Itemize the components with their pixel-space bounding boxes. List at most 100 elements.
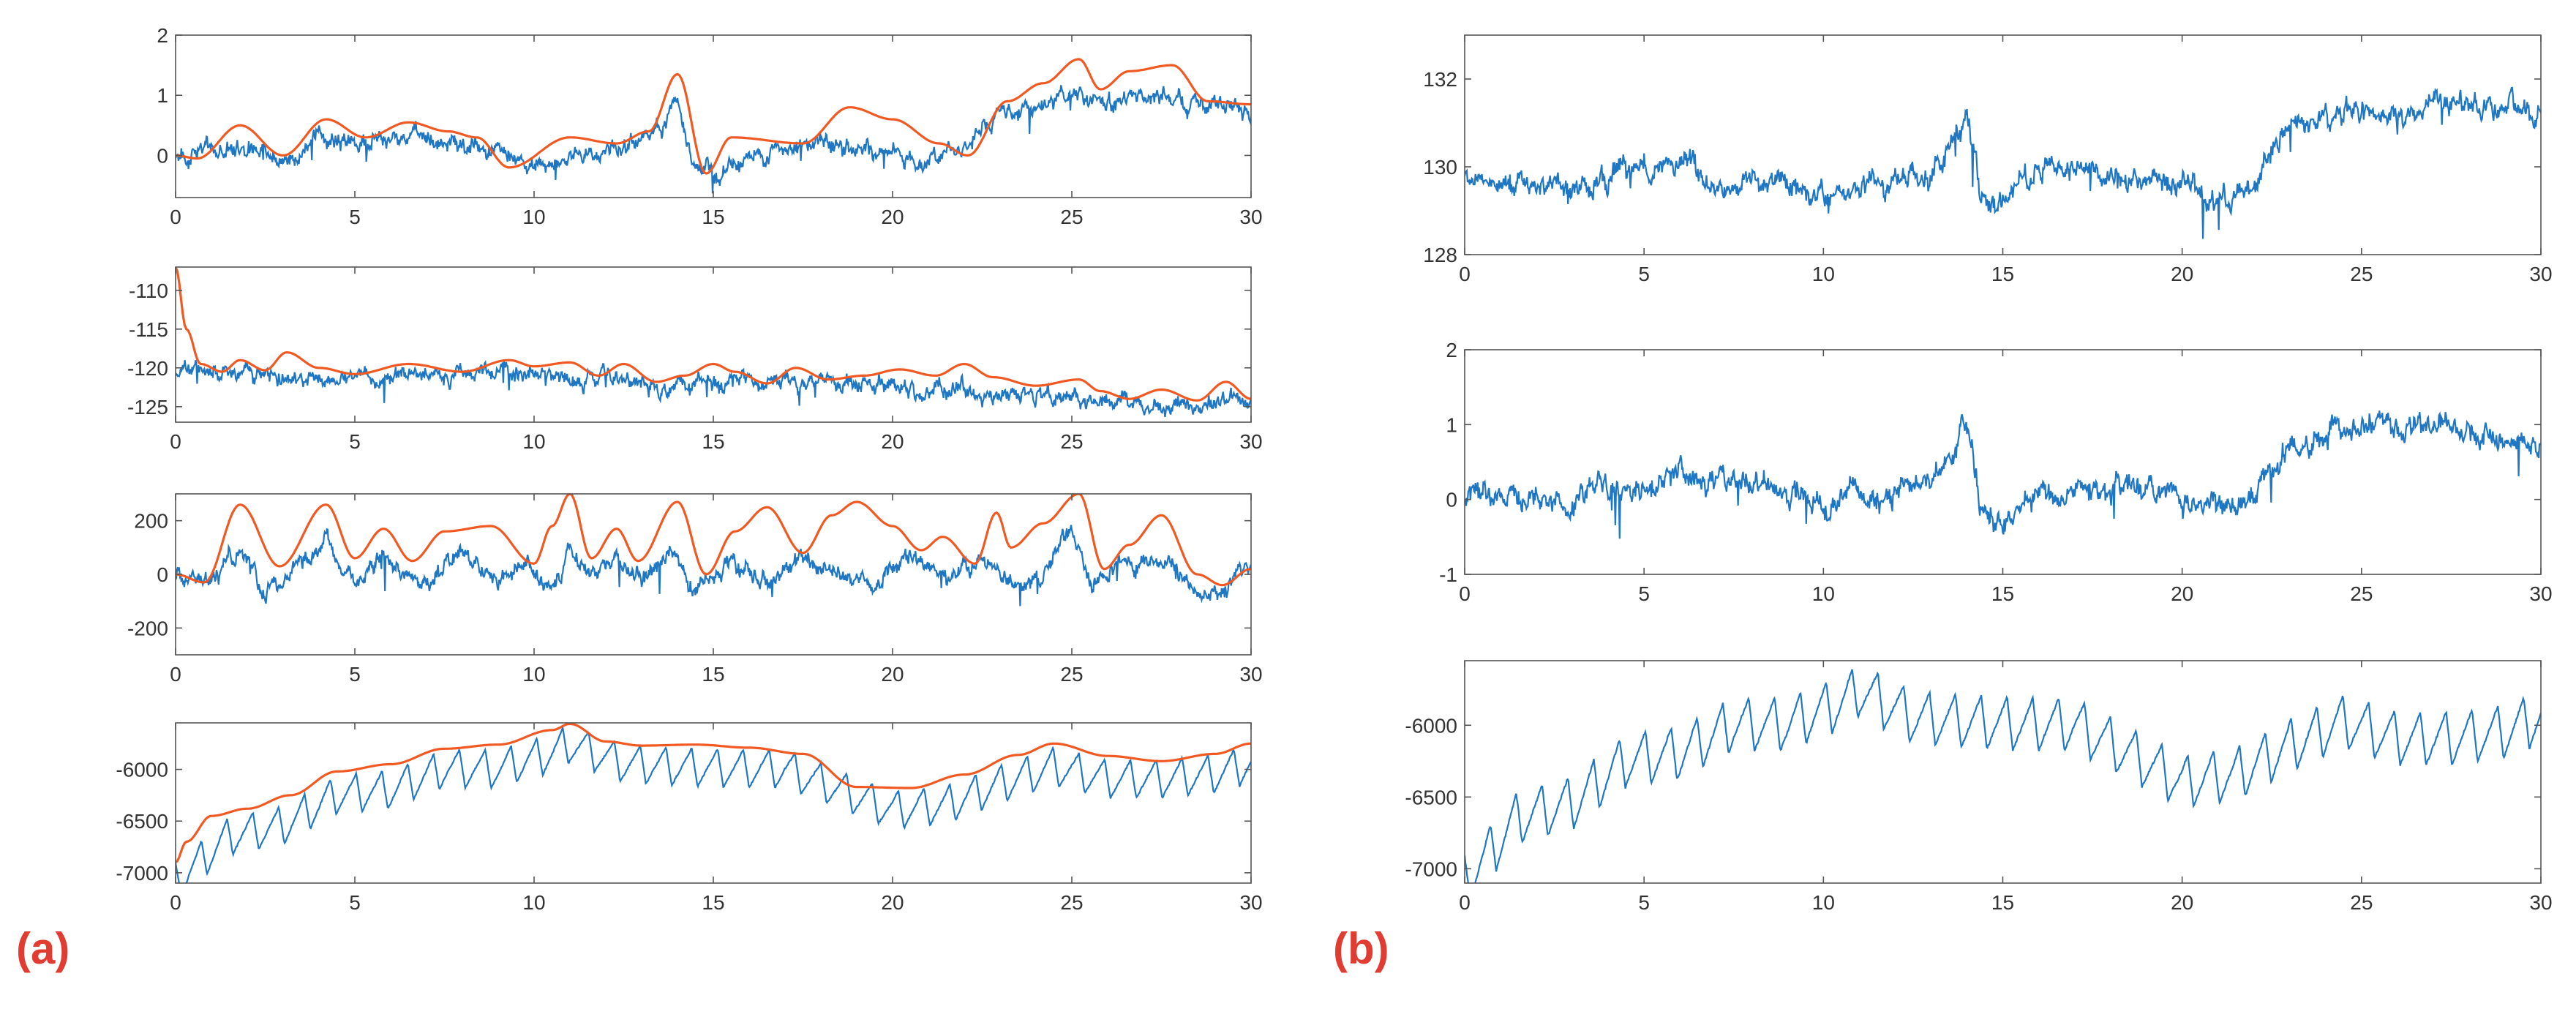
x-tick-label: 0 xyxy=(170,206,181,228)
x-tick-label: 0 xyxy=(170,663,181,686)
y-tick-label: -7000 xyxy=(1405,857,1457,880)
x-tick-label: 10 xyxy=(522,891,545,914)
series-a1-envelope xyxy=(176,58,1251,175)
plot-frame-a2 xyxy=(175,266,1252,423)
x-tick-label: 0 xyxy=(170,430,181,453)
x-tick-label: 20 xyxy=(2171,891,2193,914)
y-tick-label: 0 xyxy=(157,144,168,167)
x-tick-label: 5 xyxy=(349,891,361,914)
panel-label-b: (b) xyxy=(1333,924,1389,973)
x-tick-label: 25 xyxy=(2350,582,2373,605)
x-tick-label: 30 xyxy=(2529,582,2552,605)
x-tick-label: 5 xyxy=(349,206,361,228)
x-tick-label: 25 xyxy=(2350,891,2373,914)
plot-frame-a4 xyxy=(175,722,1252,884)
x-tick-label: 25 xyxy=(1060,663,1083,686)
x-tick-label: 15 xyxy=(1991,263,2014,285)
x-tick-label: 20 xyxy=(881,891,904,914)
x-tick-label: 5 xyxy=(1638,891,1650,914)
y-tick-label: 2 xyxy=(1446,339,1457,361)
x-tick-label: 30 xyxy=(2529,263,2552,285)
x-tick-label: 15 xyxy=(1991,582,2014,605)
x-tick-label: 30 xyxy=(1239,891,1262,914)
x-tick-label: 10 xyxy=(522,430,545,453)
x-tick-label: 25 xyxy=(1060,206,1083,228)
x-tick-label: 25 xyxy=(1060,430,1083,453)
y-tick-label: 130 xyxy=(1423,156,1457,179)
x-tick-label: 0 xyxy=(170,891,181,914)
series-a4-signal xyxy=(176,725,1251,883)
plot-frame-a1 xyxy=(175,34,1252,198)
x-tick-label: 0 xyxy=(1459,263,1471,285)
y-tick-label: 132 xyxy=(1423,68,1457,91)
y-tick-label: 200 xyxy=(134,510,168,533)
y-tick-label: -6000 xyxy=(1405,714,1457,737)
x-tick-label: 20 xyxy=(881,206,904,228)
x-tick-label: 10 xyxy=(522,663,545,686)
x-tick-label: 20 xyxy=(2171,263,2193,285)
x-tick-label: 15 xyxy=(1991,891,2014,914)
plot-frame-b1 xyxy=(1464,34,2542,255)
x-tick-label: 5 xyxy=(1638,582,1650,605)
chart-a4: 0 5 10 15 20 25 30 -7000 -6500 -6000 xyxy=(116,722,1263,914)
y-tick-label: -6000 xyxy=(116,759,168,781)
chart-b1: 0 5 10 15 20 25 30 128 130 132 xyxy=(1423,34,2553,285)
series-b1-signal xyxy=(1465,86,2541,239)
x-tick-label: 15 xyxy=(702,206,724,228)
y-tick-label: -125 xyxy=(127,396,168,419)
x-tick-label: 30 xyxy=(1239,430,1262,453)
x-tick-label: 5 xyxy=(349,663,361,686)
plot-frame-b3 xyxy=(1464,660,2542,884)
y-tick-label: -7000 xyxy=(116,862,168,885)
series-b3-signal xyxy=(1465,669,2541,883)
x-tick-label: 10 xyxy=(522,206,545,228)
x-tick-label: 10 xyxy=(1812,582,1835,605)
x-tick-label: 25 xyxy=(2350,263,2373,285)
x-tick-label: 10 xyxy=(1812,891,1835,914)
series-a2-envelope xyxy=(176,267,1251,402)
x-tick-label: 30 xyxy=(1239,206,1262,228)
panel-label-a: (a) xyxy=(16,924,70,973)
x-tick-label: 30 xyxy=(1239,663,1262,686)
y-tick-label: -115 xyxy=(129,318,168,341)
y-tick-label: 1 xyxy=(157,84,168,107)
x-tick-label: 5 xyxy=(349,430,361,453)
x-tick-label: 0 xyxy=(1459,891,1471,914)
y-tick-label: 0 xyxy=(1446,489,1457,511)
series-a3-envelope xyxy=(176,494,1251,587)
y-tick-label: 128 xyxy=(1423,244,1457,266)
chart-a1: 0 5 10 15 20 25 30 0 1 2 xyxy=(157,24,1262,228)
y-tick-label: 2 xyxy=(157,24,168,47)
y-tick-label: 1 xyxy=(1446,413,1457,436)
x-tick-label: 0 xyxy=(1459,582,1471,605)
x-tick-label: 20 xyxy=(2171,582,2193,605)
x-tick-label: 20 xyxy=(881,663,904,686)
y-tick-label: -120 xyxy=(127,357,168,380)
series-a2-signal xyxy=(176,360,1251,418)
x-tick-label: 25 xyxy=(1060,891,1083,914)
x-tick-label: 30 xyxy=(2529,891,2552,914)
x-tick-label: 5 xyxy=(1638,263,1650,285)
y-tick-label: -6500 xyxy=(116,810,168,833)
y-tick-label: -1 xyxy=(1439,563,1457,586)
plot-frame-b2 xyxy=(1464,349,2542,575)
x-tick-label: 20 xyxy=(881,430,904,453)
series-a1-signal xyxy=(176,85,1251,194)
y-tick-label: -110 xyxy=(129,279,168,302)
x-tick-label: 15 xyxy=(702,663,724,686)
series-a4-envelope xyxy=(176,723,1251,863)
y-tick-label: -6500 xyxy=(1405,786,1457,808)
y-tick-label: 0 xyxy=(157,563,168,586)
chart-a3: 0 5 10 15 20 25 30 -200 0 200 xyxy=(127,493,1263,686)
series-a3-signal xyxy=(176,525,1251,607)
chart-a2: 0 5 10 15 20 25 30 -125 -120 -115 -110 xyxy=(127,266,1263,453)
chart-b3: 0 5 10 15 20 25 30 -7000 -6500 -6000 xyxy=(1405,660,2553,914)
x-tick-label: 15 xyxy=(702,891,724,914)
x-tick-label: 15 xyxy=(702,430,724,453)
y-tick-label: -200 xyxy=(127,617,168,639)
x-tick-label: 10 xyxy=(1812,263,1835,285)
series-b2-signal xyxy=(1465,410,2541,539)
